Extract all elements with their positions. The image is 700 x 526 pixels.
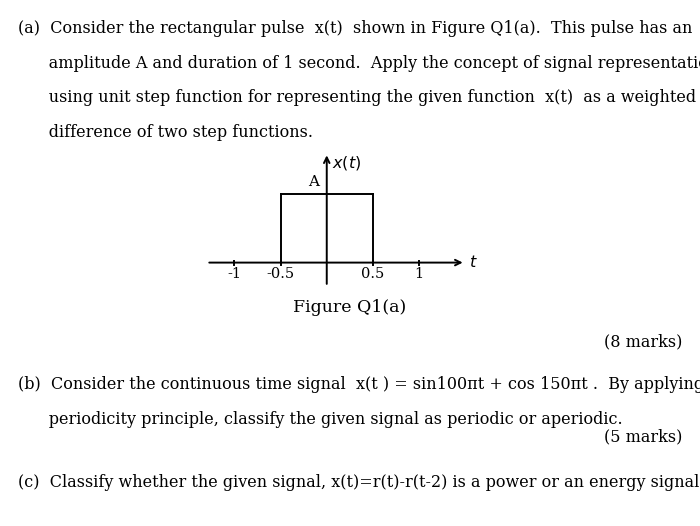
Text: 0.5: 0.5 xyxy=(361,267,384,281)
Text: -0.5: -0.5 xyxy=(267,267,295,281)
Text: using unit step function for representing the given function  x(t)  as a weighte: using unit step function for representin… xyxy=(18,89,696,106)
Text: Figure Q1(a): Figure Q1(a) xyxy=(293,299,407,316)
Text: periodicity principle, classify the given signal as periodic or aperiodic.: periodicity principle, classify the give… xyxy=(18,411,622,428)
Text: (a)  Consider the rectangular pulse  x(t)  shown in Figure Q1(a).  This pulse ha: (a) Consider the rectangular pulse x(t) … xyxy=(18,20,692,37)
Text: (b)  Consider the continuous time signal  x(t ) = sin100πt + cos 150πt .  By app: (b) Consider the continuous time signal … xyxy=(18,376,700,393)
Text: (c)  Classify whether the given signal, x(t)=r(t)-r(t-2) is a power or an energy: (c) Classify whether the given signal, x… xyxy=(18,474,700,491)
Text: (8 marks): (8 marks) xyxy=(604,333,682,350)
Text: difference of two step functions.: difference of two step functions. xyxy=(18,124,312,141)
Text: (5 marks): (5 marks) xyxy=(604,429,682,446)
Text: $x(t)$: $x(t)$ xyxy=(332,154,362,172)
Text: -1: -1 xyxy=(228,267,241,281)
Text: A: A xyxy=(309,175,319,189)
Text: 1: 1 xyxy=(414,267,424,281)
Text: amplitude A and duration of 1 second.  Apply the concept of signal representatio: amplitude A and duration of 1 second. Ap… xyxy=(18,55,700,72)
Text: $t$: $t$ xyxy=(469,254,478,271)
